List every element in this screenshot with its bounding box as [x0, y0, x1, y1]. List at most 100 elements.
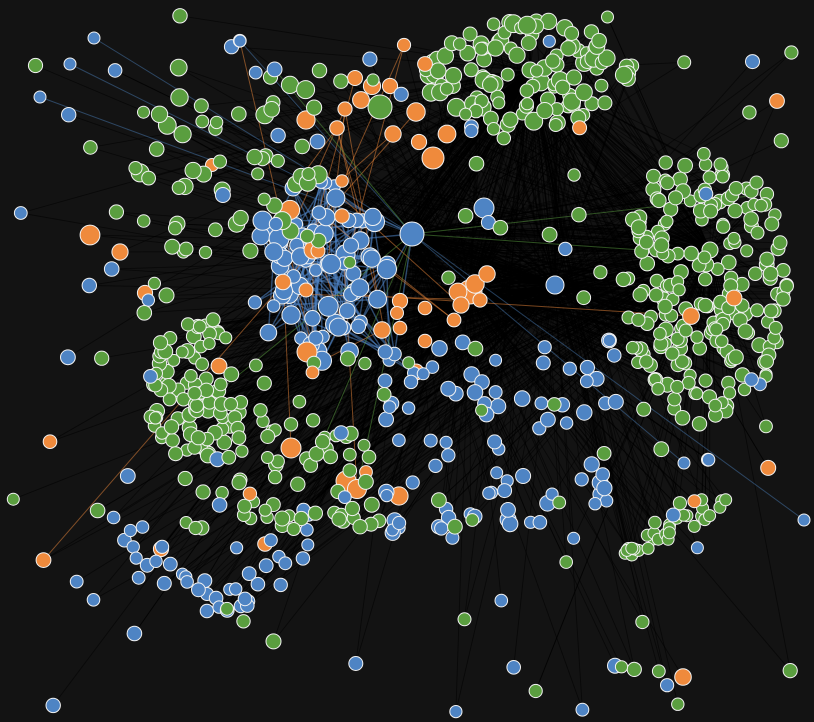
blue-node[interactable] — [342, 237, 359, 254]
blue-node[interactable] — [328, 317, 348, 337]
green-node[interactable] — [305, 413, 321, 428]
green-node[interactable] — [571, 207, 587, 223]
green-node[interactable] — [342, 463, 358, 478]
blue-node[interactable] — [515, 468, 532, 484]
blue-node[interactable] — [237, 591, 253, 607]
blue-node[interactable] — [745, 54, 760, 70]
blue-node[interactable] — [321, 253, 342, 275]
blue-node[interactable] — [588, 497, 602, 511]
green-node[interactable] — [457, 612, 472, 627]
green-node[interactable] — [528, 683, 543, 699]
green-node[interactable] — [195, 114, 210, 129]
green-node[interactable] — [184, 369, 198, 383]
green-node[interactable] — [562, 92, 581, 111]
blue-node[interactable] — [309, 263, 323, 277]
green-node[interactable] — [740, 244, 754, 258]
blue-node[interactable] — [660, 678, 675, 693]
green-node[interactable] — [452, 37, 467, 51]
green-node[interactable] — [560, 40, 577, 57]
green-node[interactable] — [672, 283, 686, 297]
green-node[interactable] — [541, 226, 558, 243]
blue-node[interactable] — [103, 261, 120, 277]
green-node[interactable] — [184, 161, 202, 180]
blue-node[interactable] — [500, 502, 516, 518]
blue-node[interactable] — [401, 401, 416, 415]
blue-node[interactable] — [123, 523, 137, 538]
green-node[interactable] — [709, 322, 724, 337]
green-large-node[interactable] — [367, 94, 393, 120]
green-node[interactable] — [486, 39, 505, 57]
green-node[interactable] — [651, 664, 666, 679]
orange-node[interactable] — [687, 494, 702, 509]
blue-node[interactable] — [131, 570, 146, 585]
green-node[interactable] — [638, 234, 654, 250]
orange-node[interactable] — [417, 56, 433, 72]
green-node[interactable] — [6, 492, 20, 506]
green-node[interactable] — [653, 326, 667, 341]
green-node[interactable] — [591, 32, 607, 49]
green-node[interactable] — [148, 411, 162, 425]
green-node[interactable] — [702, 170, 717, 185]
blue-node[interactable] — [558, 241, 573, 257]
blue-node[interactable] — [540, 411, 556, 428]
green-node[interactable] — [439, 81, 454, 96]
green-node[interactable] — [639, 354, 654, 369]
blue-node[interactable] — [311, 205, 327, 220]
blue-node[interactable] — [304, 310, 321, 327]
green-node[interactable] — [492, 96, 506, 110]
green-node[interactable] — [253, 403, 268, 418]
green-node[interactable] — [721, 254, 737, 271]
green-node[interactable] — [220, 601, 234, 616]
blue-node[interactable] — [454, 334, 471, 351]
blue-node[interactable] — [583, 456, 600, 473]
green-node[interactable] — [775, 263, 791, 278]
orange-large-node[interactable] — [421, 146, 445, 170]
blue-node[interactable] — [259, 323, 278, 342]
blue-node[interactable] — [129, 551, 143, 565]
green-node[interactable] — [463, 62, 479, 78]
green-node[interactable] — [486, 122, 501, 136]
green-node[interactable] — [597, 95, 613, 111]
green-node[interactable] — [737, 323, 754, 340]
green-node[interactable] — [530, 64, 544, 78]
blue-node[interactable] — [214, 187, 231, 203]
green-node[interactable] — [249, 358, 263, 373]
green-node[interactable] — [697, 250, 712, 265]
green-node[interactable] — [361, 449, 377, 465]
blue-node[interactable] — [326, 188, 346, 208]
green-node[interactable] — [648, 287, 664, 303]
green-node[interactable] — [674, 410, 691, 426]
green-node[interactable] — [141, 170, 157, 186]
blue-node[interactable] — [579, 374, 594, 389]
green-node[interactable] — [263, 101, 281, 118]
green-node[interactable] — [750, 225, 765, 240]
green-node[interactable] — [697, 297, 714, 314]
blue-node[interactable] — [191, 582, 206, 598]
green-node[interactable] — [678, 323, 693, 338]
green-node[interactable] — [223, 366, 240, 383]
green-node[interactable] — [696, 147, 711, 161]
green-node[interactable] — [468, 155, 485, 172]
blue-node[interactable] — [698, 186, 714, 202]
green-node[interactable] — [687, 519, 701, 533]
green-node[interactable] — [136, 214, 151, 228]
green-node[interactable] — [723, 386, 737, 400]
blue-node[interactable] — [532, 515, 548, 530]
green-node[interactable] — [502, 111, 519, 128]
green-node[interactable] — [775, 291, 791, 307]
blue-node[interactable] — [701, 453, 716, 467]
green-node[interactable] — [231, 106, 247, 122]
green-node[interactable] — [593, 265, 608, 280]
green-node[interactable] — [626, 661, 642, 678]
blue-node[interactable] — [405, 475, 420, 490]
green-node[interactable] — [594, 78, 609, 93]
blue-node[interactable] — [106, 510, 121, 525]
green-node[interactable] — [762, 265, 779, 282]
blue-node[interactable] — [13, 206, 28, 220]
green-node[interactable] — [270, 153, 285, 168]
green-node[interactable] — [759, 354, 774, 369]
green-node[interactable] — [750, 303, 765, 318]
orange-node[interactable] — [347, 70, 363, 86]
green-node[interactable] — [209, 115, 224, 130]
green-node[interactable] — [202, 337, 216, 350]
